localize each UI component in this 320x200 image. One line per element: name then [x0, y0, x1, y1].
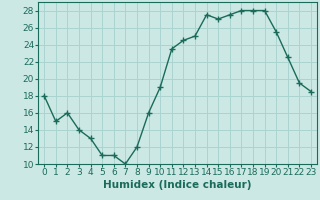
- X-axis label: Humidex (Indice chaleur): Humidex (Indice chaleur): [103, 180, 252, 190]
